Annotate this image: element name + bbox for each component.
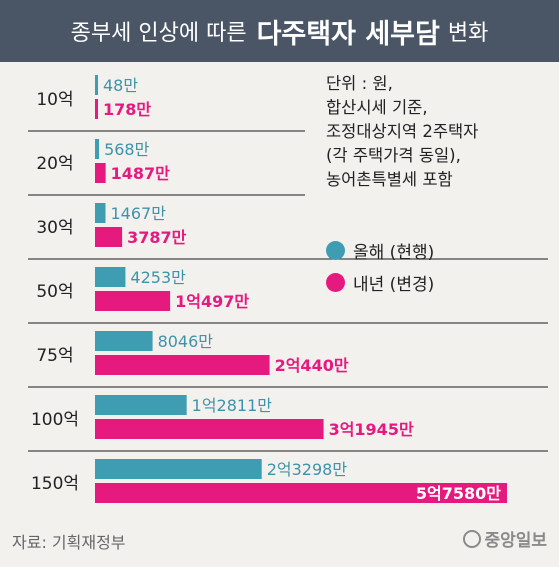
data-label-current: 1억2811만 — [192, 396, 273, 415]
note-line: 농어촌특별세 포함 — [326, 170, 453, 189]
bar-current — [95, 267, 126, 287]
publisher-logo: 중앙일보 — [463, 526, 547, 551]
legend-label-current: 올해 (현행) — [353, 243, 435, 263]
data-label-current: 2억3298만 — [267, 460, 348, 479]
source-note: 자료: 기획재정부 — [12, 533, 126, 552]
note-line: 조정대상지역 2주택자 — [326, 122, 479, 141]
title-suffix: 변화 — [447, 21, 489, 46]
category-label: 30억 — [36, 218, 73, 238]
category-label: 75억 — [36, 346, 73, 366]
data-label-next: 5억7580만 — [416, 484, 501, 503]
bar-next — [95, 483, 507, 503]
bar-next — [95, 291, 171, 311]
category-label: 50억 — [36, 282, 73, 302]
logo-text: 중앙일보 — [484, 531, 547, 551]
bar-current — [95, 75, 98, 95]
bar-next — [95, 355, 270, 375]
title-main: 다주택자 세부담 — [256, 18, 440, 50]
data-label-current: 48만 — [103, 76, 138, 95]
bar-next — [95, 419, 324, 439]
data-label-next: 2억440만 — [275, 356, 349, 375]
bar-current — [95, 395, 187, 415]
category-label: 20억 — [36, 154, 73, 174]
legend-dot-next — [326, 273, 345, 292]
data-label-next: 1억497만 — [175, 292, 249, 311]
bar-next — [95, 227, 123, 247]
legend-item-next: 내년 (변경) — [326, 270, 434, 295]
bar-current — [95, 331, 153, 351]
note-line: 합산시세 기준, — [326, 98, 428, 117]
unit-note: 단위 : 원, 합산시세 기준, 조정대상지역 2주택자 (각 주택가격 동일)… — [326, 72, 478, 192]
note-line: (각 주택가격 동일), — [326, 146, 461, 165]
data-label-current: 568만 — [104, 140, 150, 159]
bar-current — [95, 459, 262, 479]
bar-next — [95, 99, 98, 119]
legend-dot-current — [326, 241, 345, 260]
note-line: 단위 : 원, — [326, 74, 393, 93]
title-prefix: 종부세 인상에 따른 — [70, 21, 247, 46]
category-label: 150억 — [31, 474, 79, 494]
chart-title: 종부세 인상에 따른 다주택자 세부담 변화 — [0, 0, 559, 62]
data-label-next: 1487만 — [111, 164, 171, 183]
data-label-current: 4253만 — [130, 268, 186, 287]
category-label: 100억 — [31, 410, 79, 430]
legend-item-current: 올해 (현행) — [326, 238, 434, 263]
data-label-current: 8046만 — [158, 332, 214, 351]
bar-current — [95, 139, 100, 159]
bar-next — [95, 163, 106, 183]
bar-chart: 10억 48만 178만 20억 568만 1487만 30억 1467만 3787만 50억 42… — [28, 75, 548, 503]
data-label-next: 3787만 — [127, 228, 187, 247]
data-label-current: 1467만 — [110, 204, 166, 223]
logo-mark-icon — [463, 529, 482, 548]
category-label: 10억 — [36, 90, 73, 110]
bar-current — [95, 203, 106, 223]
data-label-next: 3억1945만 — [329, 420, 414, 439]
data-label-next: 178만 — [103, 100, 151, 119]
legend-label-next: 내년 (변경) — [353, 275, 435, 295]
